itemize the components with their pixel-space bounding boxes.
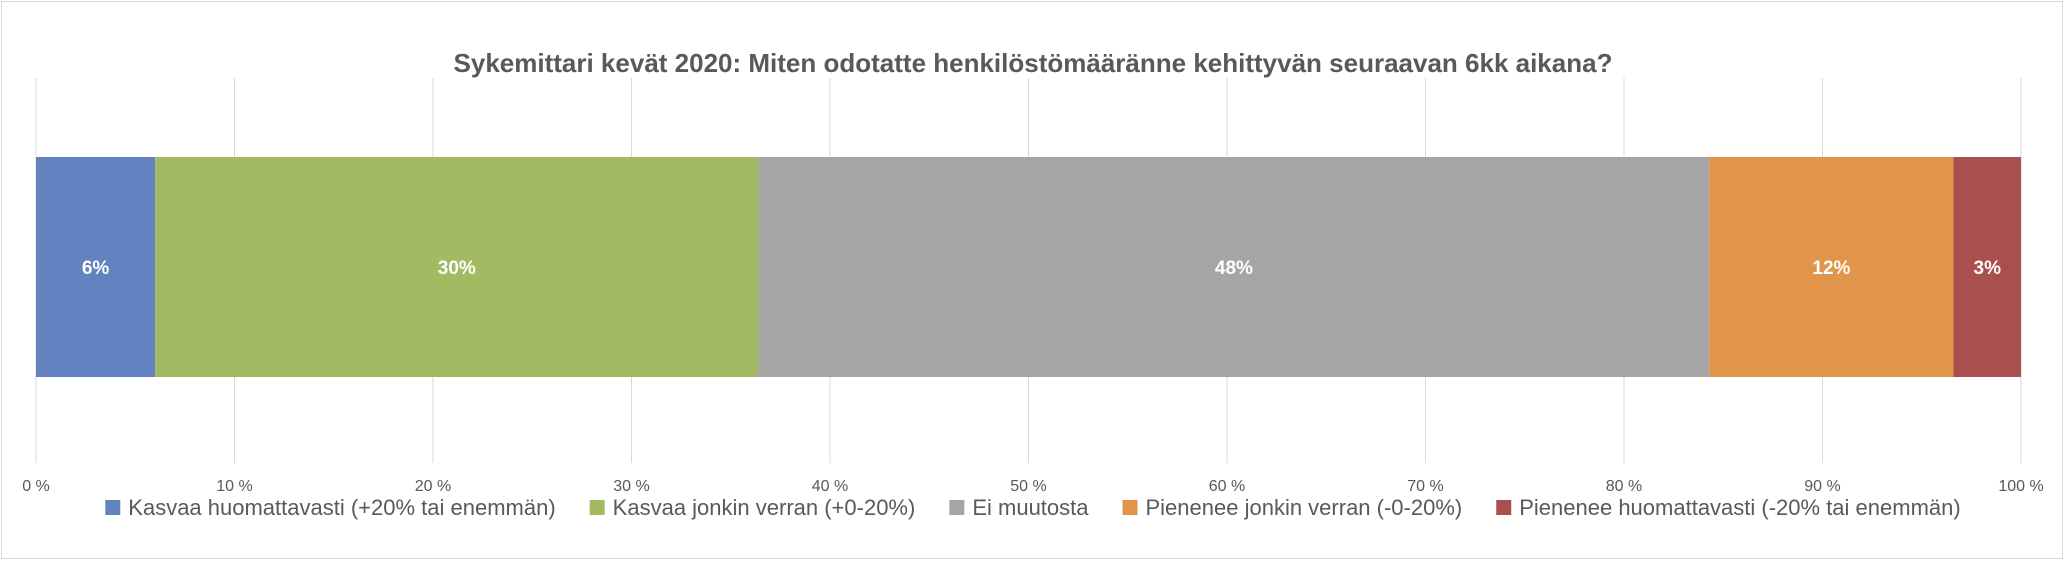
data-label: 6% xyxy=(82,258,110,279)
x-tick-label: 90 % xyxy=(1804,478,1840,495)
legend-item-label: Pienenee huomattavasti (-20% tai enemmän… xyxy=(1519,495,1960,520)
legend-swatch xyxy=(1496,500,1512,515)
x-axis-ticks: 0 % 10 % 20 % 30 % 40 % 50 % 60 % 70 % 80 % 90 % 1… xyxy=(22,478,2043,495)
x-tick-label: 10 % xyxy=(216,478,252,495)
legend-swatch xyxy=(589,500,605,515)
bar-segment xyxy=(155,157,759,377)
x-tick-label: 50 % xyxy=(1010,478,1046,495)
bar-segment xyxy=(36,157,156,377)
x-tick-label: 40 % xyxy=(812,478,848,495)
stacked-bar: 6% 30% 48% 12% 3% xyxy=(36,157,2021,377)
legend-item-label: Kasvaa huomattavasti (+20% tai enemmän) xyxy=(128,495,555,520)
data-label: 3% xyxy=(1974,258,2002,279)
x-tick-label: 20 % xyxy=(415,478,451,495)
legend-item-label: Pienenee jonkin verran (-0-20%) xyxy=(1146,495,1463,520)
x-tick-label: 100 % xyxy=(1998,478,2043,495)
legend-swatch xyxy=(949,500,965,515)
chart-title: Sykemittari kevät 2020: Miten odotatte h… xyxy=(454,48,1613,78)
data-label: 30% xyxy=(438,258,476,279)
bar-segment xyxy=(1953,157,2021,377)
data-label: 48% xyxy=(1215,258,1253,279)
x-tick-label: 70 % xyxy=(1407,478,1443,495)
x-tick-label: 80 % xyxy=(1606,478,1642,495)
legend-item-label: Ei muutosta xyxy=(972,495,1089,520)
data-label: 12% xyxy=(1812,258,1850,279)
legend: Kasvaa huomattavasti (+20% tai enemmän) K… xyxy=(105,495,1961,520)
x-tick-label: 30 % xyxy=(613,478,649,495)
bar-segment xyxy=(1709,157,1954,377)
x-tick-label: 0 % xyxy=(22,478,50,495)
legend-swatch xyxy=(1122,500,1138,515)
x-tick-label: 60 % xyxy=(1209,478,1245,495)
legend-swatch xyxy=(105,500,121,515)
bar-segment xyxy=(758,157,1710,377)
legend-item-label: Kasvaa jonkin verran (+0-20%) xyxy=(613,495,916,520)
